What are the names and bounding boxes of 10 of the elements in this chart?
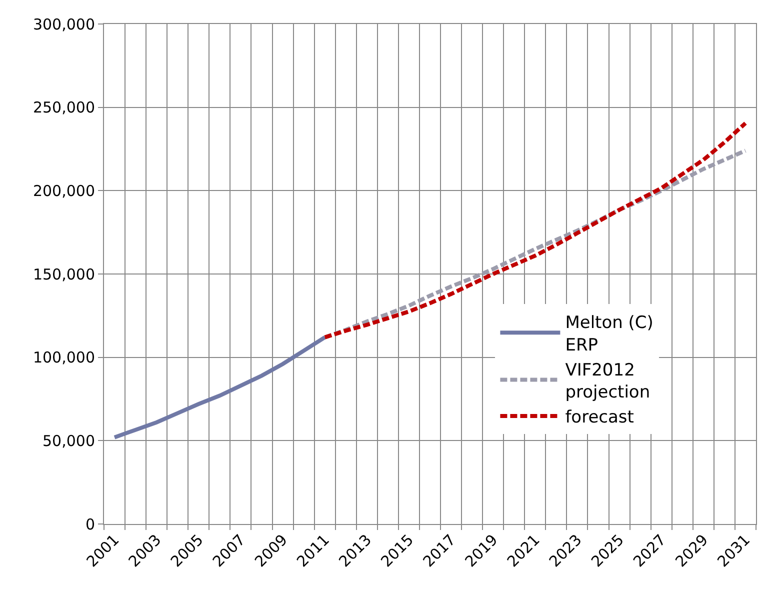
- y-tick-label: 0: [85, 515, 95, 534]
- legend-label: forecast: [565, 408, 634, 428]
- y-tick-label: 100,000: [32, 348, 95, 367]
- y-tick-label: 300,000: [32, 15, 95, 34]
- y-tick-label: 150,000: [32, 265, 95, 284]
- y-tick-label: 50,000: [42, 432, 95, 450]
- y-tick-label: 200,000: [32, 182, 95, 200]
- legend-label: Melton (C) ERP: [565, 313, 654, 356]
- line-series: [112, 335, 327, 440]
- y-tick-label: 250,000: [32, 98, 95, 117]
